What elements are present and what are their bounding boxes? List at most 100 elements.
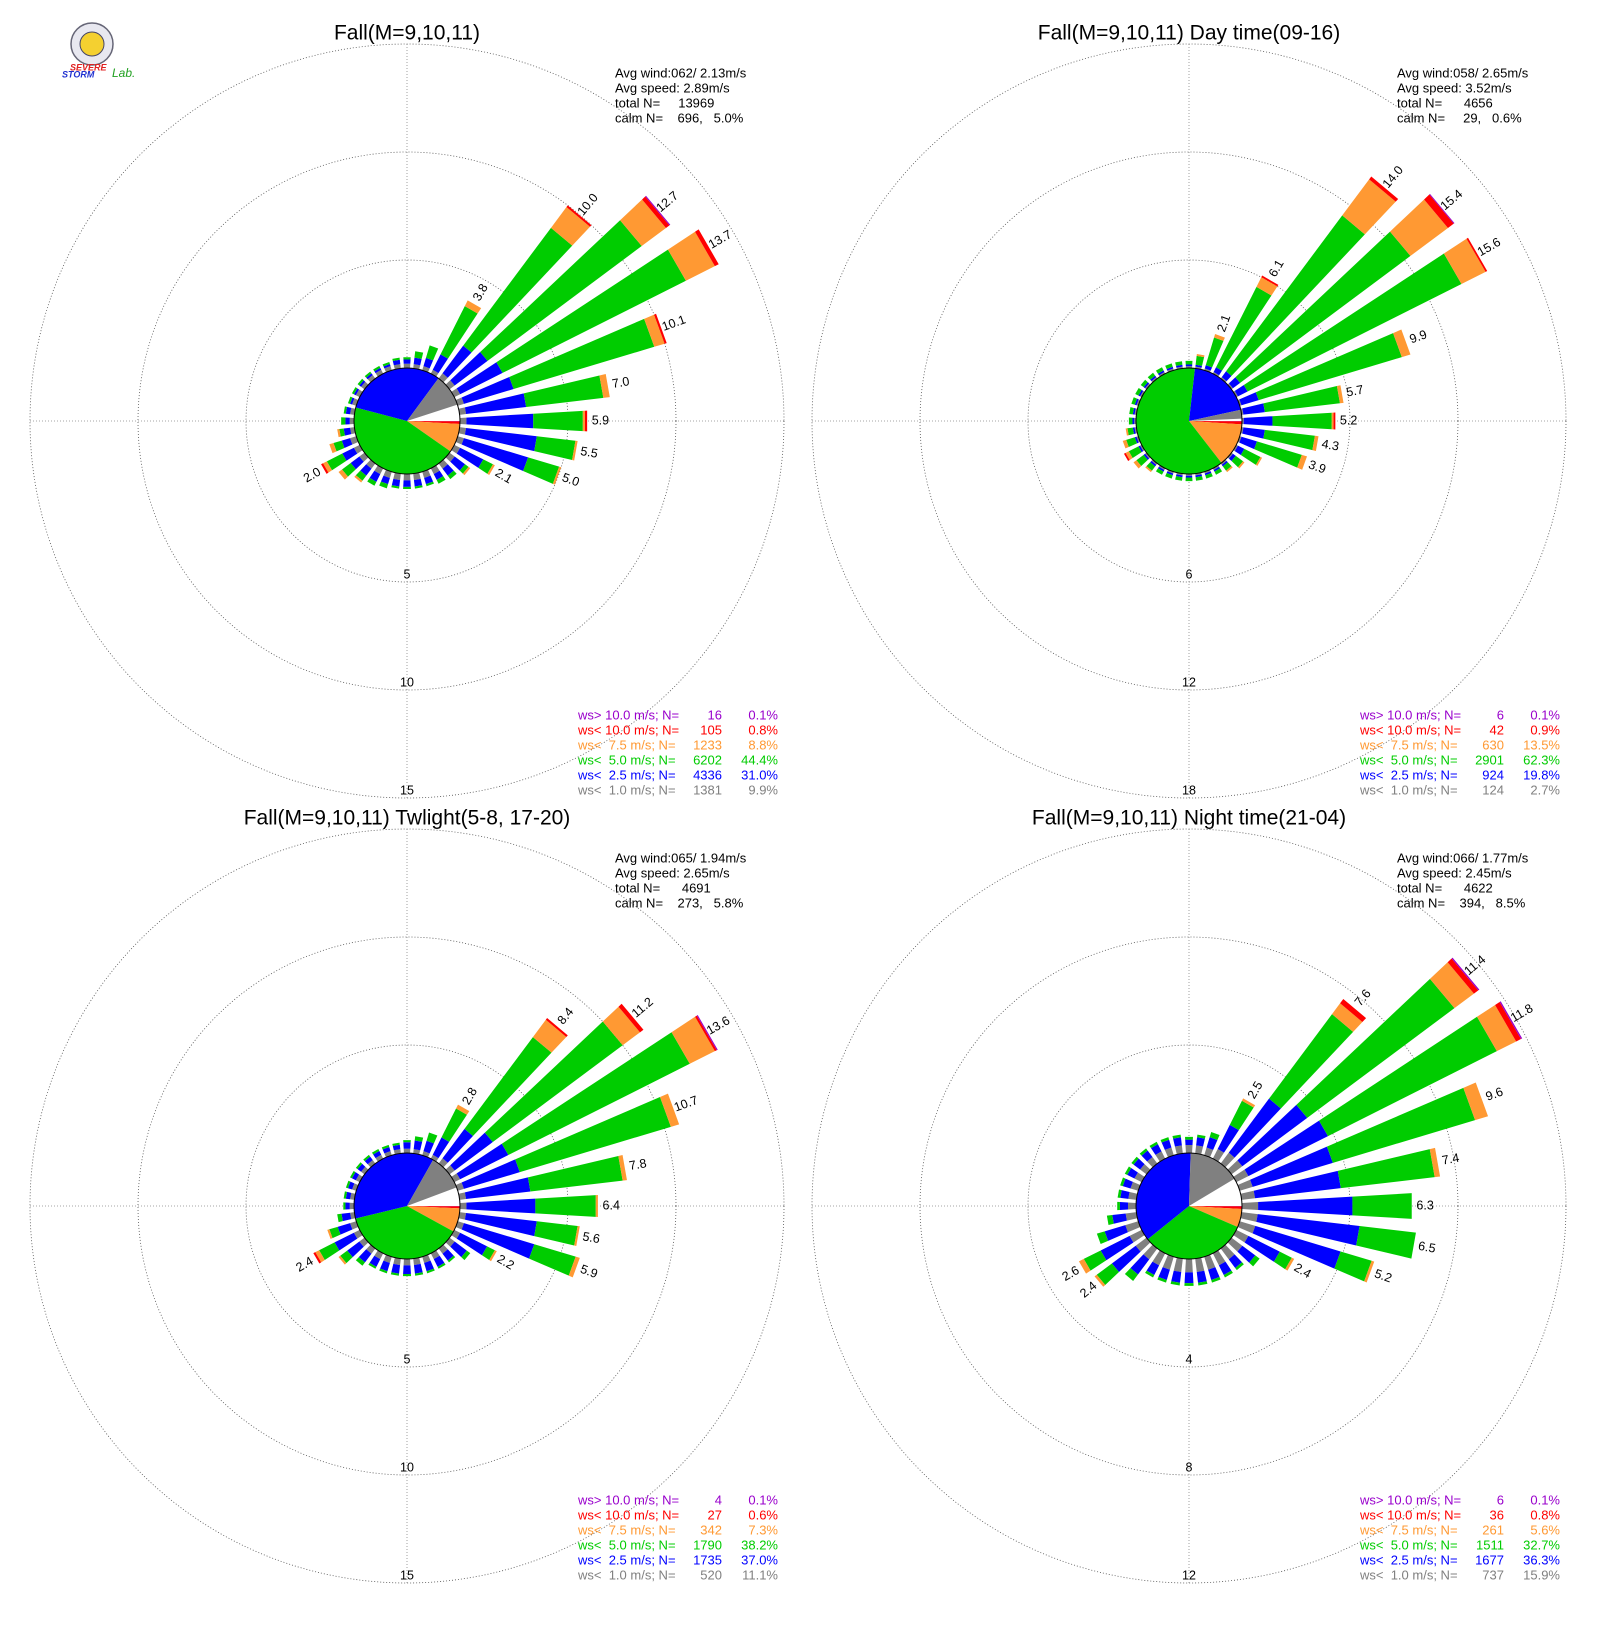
bar-segment [337, 428, 341, 438]
bar-segment [455, 1182, 464, 1191]
bar-segment [1447, 958, 1479, 994]
bar-segment [1340, 998, 1367, 1023]
bar-segment [1235, 1262, 1244, 1271]
bar-segment [349, 417, 355, 425]
bar-segment [461, 1223, 535, 1259]
bar-label: 5.2 [1340, 413, 1357, 427]
bar-segment [1123, 452, 1130, 461]
bar-label: 7.0 [611, 374, 631, 391]
bar-label: 2.0 [301, 465, 323, 486]
bar-segment [343, 1202, 346, 1210]
bar-segment [1229, 1100, 1254, 1131]
bar-segment [1233, 444, 1238, 452]
legend-percent: 7.3% [748, 1522, 778, 1537]
legend-label: ws< 7.5 m/s; N= [1359, 1522, 1458, 1537]
bar-segment [464, 393, 527, 415]
legend-percent: 8.8% [748, 737, 778, 752]
legend-label: ws< 1.0 m/s; N= [1359, 782, 1458, 797]
bar-segment [1221, 460, 1228, 467]
bar-segment [1149, 1141, 1158, 1149]
bar-segment [1218, 1261, 1232, 1276]
ring-label: 4 [1186, 1352, 1193, 1366]
bar-segment [1131, 1156, 1139, 1165]
bar-segment [393, 364, 401, 370]
ring-label: 10 [400, 1460, 414, 1474]
bar-segment [1157, 1276, 1167, 1283]
bar-segment [375, 369, 384, 377]
grid-ring [919, 936, 1459, 1476]
stat-line: calm N= 29, 0.6% [1397, 110, 1522, 125]
bar-segment [464, 1177, 531, 1200]
legend-count: 1790 [693, 1537, 722, 1552]
pie-wedge [1136, 1153, 1191, 1240]
bar-segment [392, 357, 400, 362]
legend-label: ws< 2.5 m/s; N= [1359, 1552, 1458, 1567]
bar-segment [1185, 475, 1193, 478]
bar-segment [425, 345, 439, 361]
bar-label: 7.6 [1352, 987, 1374, 1009]
bar-label: 2.5 [1245, 1079, 1266, 1101]
bar-segment [1234, 445, 1245, 456]
bar-segment [1185, 1136, 1193, 1140]
bar-segment [358, 1249, 372, 1263]
bar-label: 7.4 [1441, 1151, 1461, 1168]
bar-segment [333, 440, 345, 452]
bar-segment [1128, 417, 1133, 425]
bar-label: 14.0 [1380, 163, 1406, 191]
legend-count: 1735 [693, 1552, 722, 1567]
bar-segment [456, 362, 503, 395]
bar-segment [515, 1097, 671, 1173]
bar-segment [353, 388, 360, 396]
legend-count: 27 [708, 1507, 722, 1522]
legend-percent: 31.0% [741, 767, 778, 782]
bar-segment [1312, 435, 1319, 451]
chart-title: Fall(M=9,10,11) Night time(21-04) [1032, 807, 1346, 830]
bar-segment [403, 1258, 411, 1266]
bar-segment [414, 485, 423, 489]
bar-segment [568, 1256, 580, 1278]
bar-segment [442, 345, 472, 378]
bar-segment [1211, 1276, 1221, 1283]
bar-segment [1429, 1147, 1441, 1178]
bar-segment [458, 407, 467, 415]
wind-rose-panel: 5 10 15 2.8 8.4 11.2 13.6 10.7 7.8 6.4 5.6 5.9 2.2 2.… [29, 807, 785, 1584]
bar-segment [337, 1213, 343, 1223]
grid-ring [29, 828, 785, 1584]
legend-count: 737 [1482, 1567, 1504, 1582]
bar-label: 13.6 [704, 1013, 732, 1037]
pie-wedge [1189, 1206, 1242, 1209]
bar-segment [1364, 1260, 1375, 1283]
bar-segment [1152, 1250, 1166, 1266]
stat-line: total N= 4622 [1397, 880, 1493, 895]
bar-label: 6.3 [1416, 1198, 1433, 1212]
bar-label: 10.7 [672, 1093, 700, 1114]
bar-segment [1331, 412, 1334, 430]
bar-segment [1272, 412, 1332, 430]
bar-segment [379, 1268, 388, 1274]
bar-segment [1221, 371, 1232, 382]
bar-segment [1143, 1244, 1158, 1260]
bar-segment [440, 306, 478, 359]
legend-percent: 36.3% [1523, 1552, 1560, 1567]
legend-label: ws< 10.0 m/s; N= [577, 722, 679, 737]
bar-segment [337, 1223, 353, 1235]
bar-segment [1165, 472, 1173, 479]
bar-label: 9.9 [1408, 327, 1429, 346]
bar-segment [1255, 456, 1263, 466]
bar-segment [1214, 334, 1225, 341]
bar-segment [430, 369, 439, 377]
bar-segment [1243, 416, 1273, 426]
legend-count: 36 [1490, 1507, 1504, 1522]
bar-segment [426, 1132, 438, 1144]
bar-segment [509, 318, 655, 390]
bar-segment [1227, 1237, 1243, 1252]
bar-segment [1117, 1201, 1120, 1211]
center-outline [1135, 1152, 1243, 1260]
bar-segment [1174, 1145, 1183, 1155]
bar-segment [345, 1180, 351, 1189]
bar-segment [595, 1194, 598, 1218]
bar-segment [447, 1255, 456, 1263]
bar-segment [402, 1274, 412, 1277]
bar-segment [1240, 448, 1261, 465]
